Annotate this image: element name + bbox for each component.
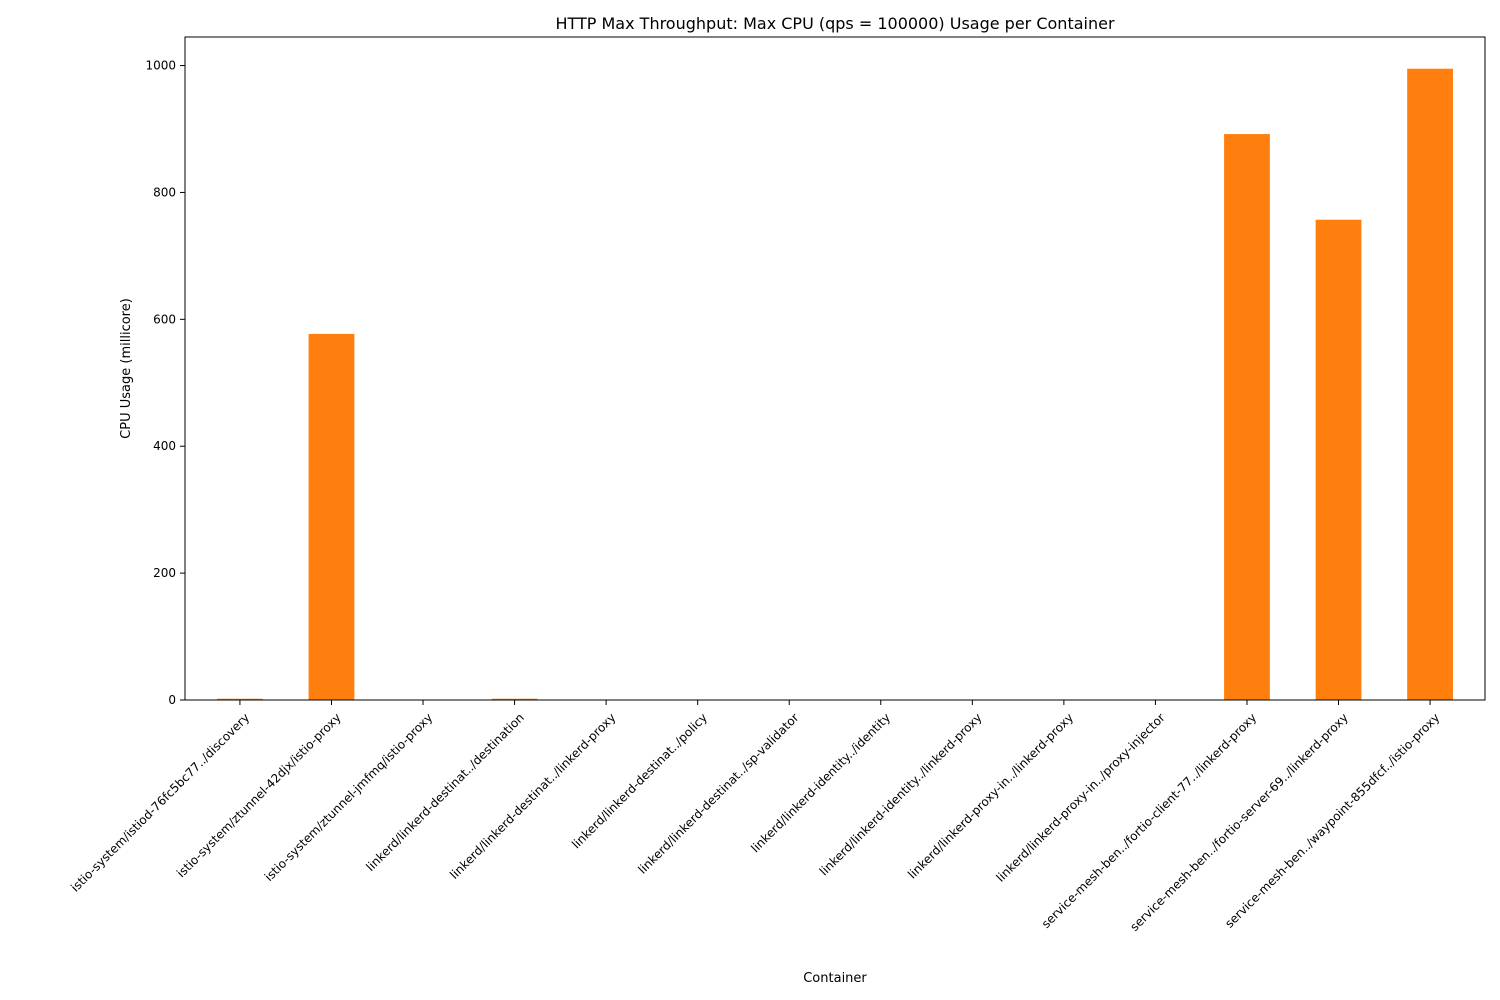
x-tick-label-1: istio-system/ztunnel-42djx/istio-proxy [174, 710, 344, 880]
x-tick-label-2: istio-system/ztunnel-jmfmq/istio-proxy [262, 710, 436, 884]
bar-0 [217, 698, 263, 700]
y-tick-label-0: 0 [168, 693, 176, 707]
bar-3 [491, 698, 538, 700]
x-tick-label-10: linkerd/linkerd-proxy-in../proxy-injecto… [994, 710, 1168, 884]
x-axis-ticks: istio-system/istiod-76fc5bc77../discover… [68, 700, 1442, 934]
x-tick-label-11: service-mesh-ben../fortio-client-77../li… [1039, 710, 1259, 930]
y-tick-label-5: 1000 [145, 59, 176, 73]
x-tick-label-13: service-mesh-ben../waypoint-855dfcf../is… [1222, 710, 1442, 930]
chart-title: HTTP Max Throughput: Max CPU (qps = 1000… [555, 14, 1114, 33]
bar-13 [1407, 68, 1453, 701]
y-tick-label-1: 200 [153, 566, 176, 580]
y-tick-label-3: 600 [153, 312, 176, 326]
x-tick-label-4: linkerd/linkerd-destinat../linkerd-proxy [447, 710, 618, 881]
plot-frame [184, 36, 1486, 701]
y-axis-ticks: 0 200 400 600 800 1000 [145, 59, 185, 707]
x-tick-label-12: service-mesh-ben../fortio-server-69../li… [1127, 710, 1351, 934]
x-tick-label-9: linkerd/linkerd-proxy-in../linkerd-proxy [905, 710, 1076, 881]
y-tick-label-4: 800 [153, 185, 176, 199]
bar-12 [1315, 219, 1362, 700]
bar-11 [1224, 134, 1270, 701]
x-axis-label: Container [803, 971, 867, 986]
y-tick-label-2: 400 [153, 439, 176, 453]
x-tick-label-3: linkerd/linkerd-destinat../destination [363, 710, 527, 874]
x-tick-label-0: istio-system/istiod-76fc5bc77../discover… [68, 710, 252, 894]
y-axis-label: CPU Usage (millicore) [119, 298, 134, 439]
bars-group [217, 68, 1453, 701]
bar-1 [308, 333, 355, 700]
x-tick-label-6: linkerd/linkerd-destinat../sp-validator [635, 710, 801, 876]
x-tick-label-8: linkerd/linkerd-identity../linkerd-proxy [817, 710, 985, 878]
